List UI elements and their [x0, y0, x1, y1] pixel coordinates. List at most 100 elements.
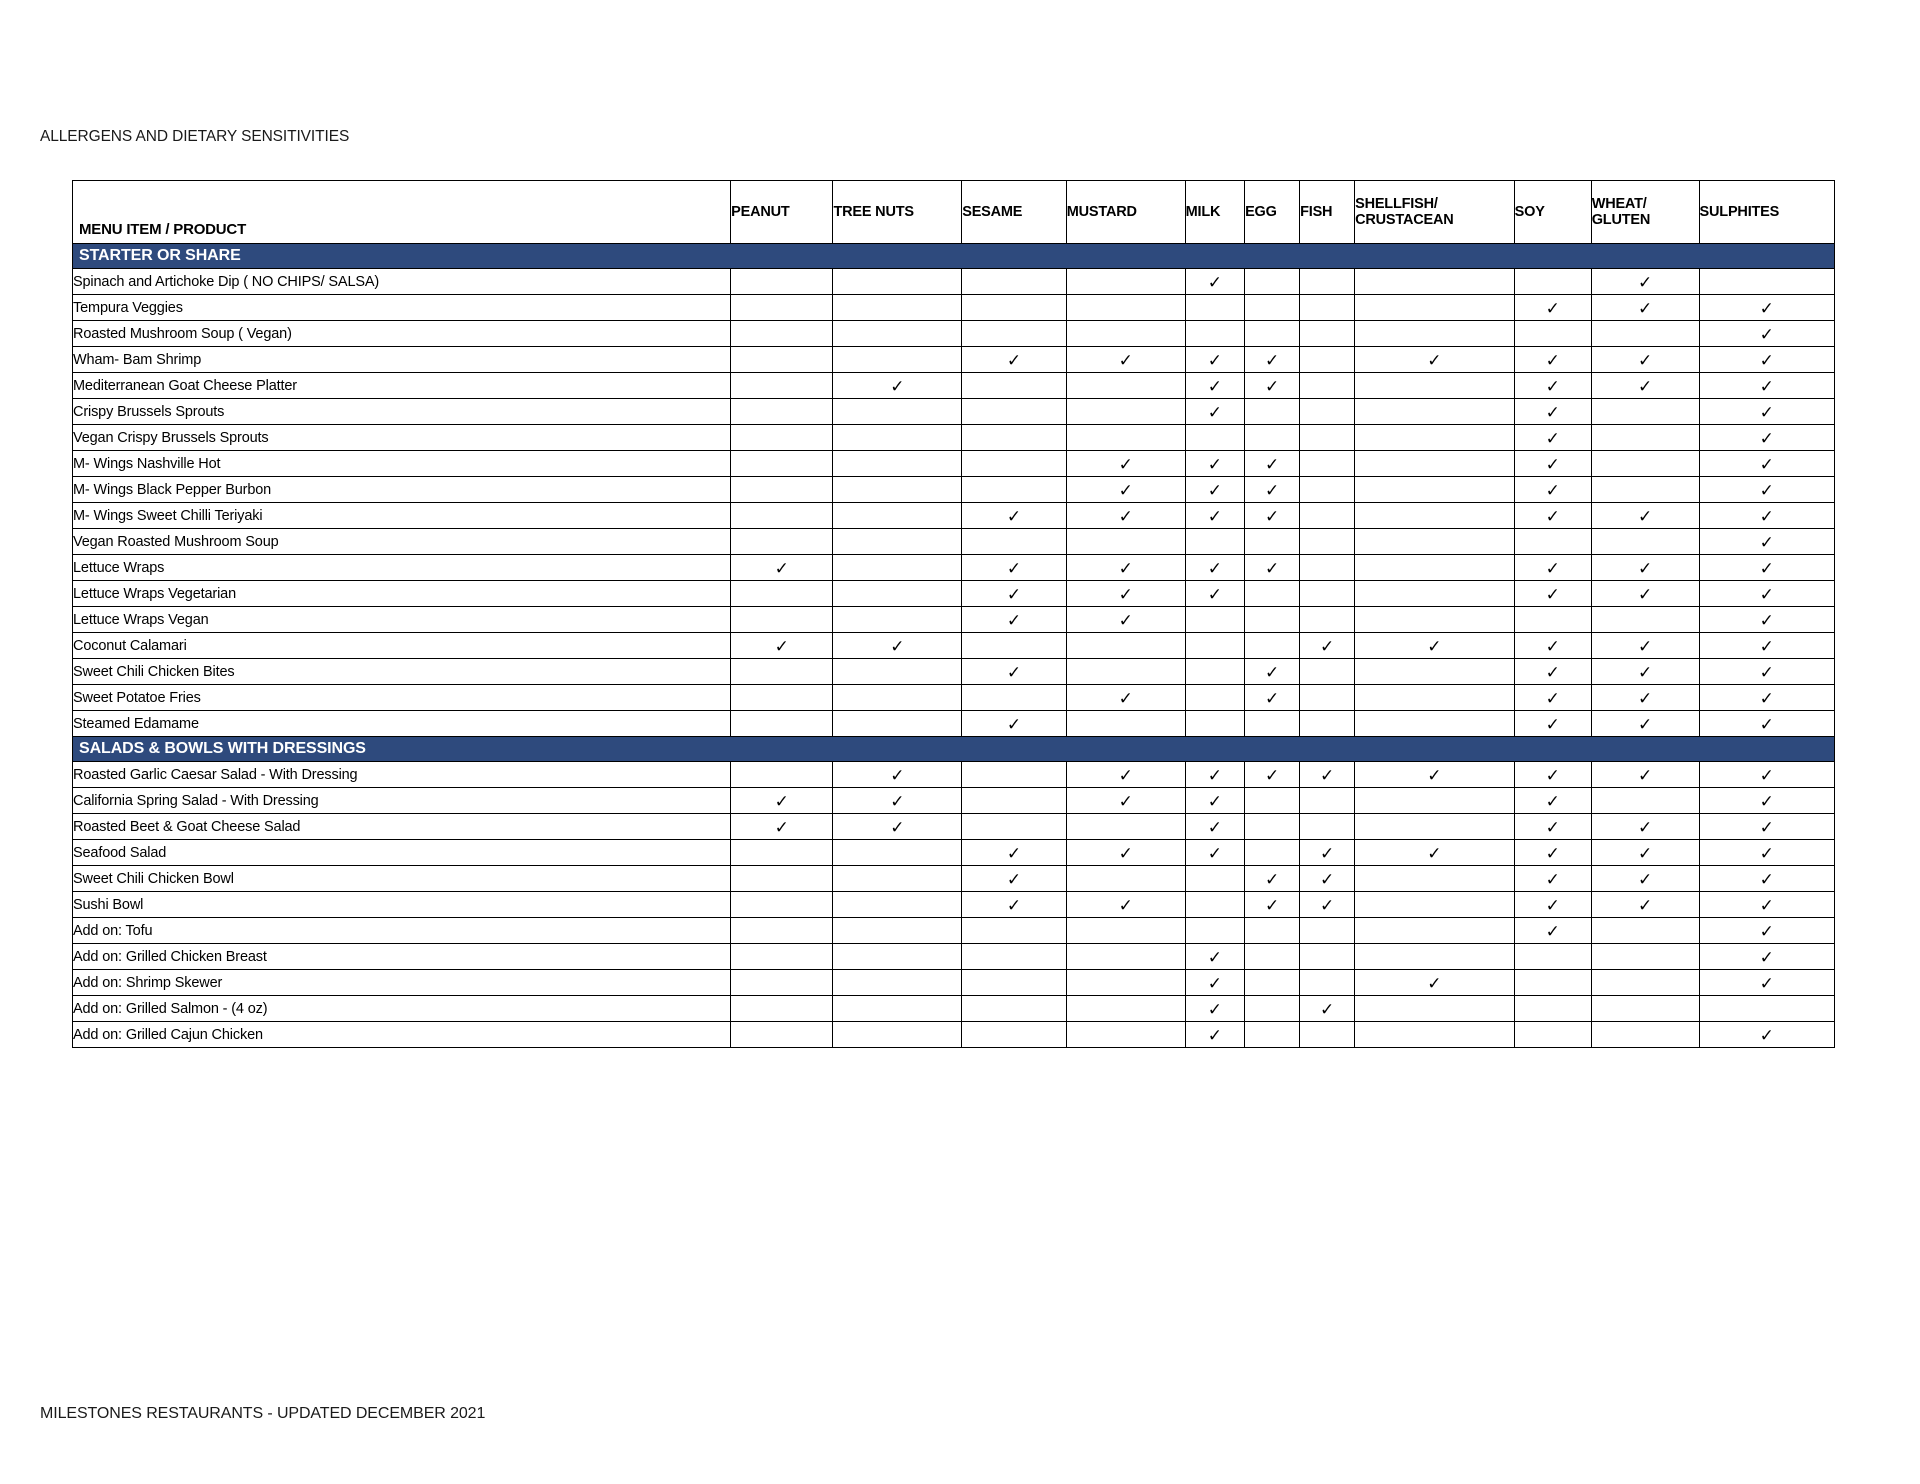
checkmark-icon: ✓: [1006, 843, 1022, 863]
column-header-line1: MUSTARD: [1066, 203, 1137, 220]
allergen-cell-sulphites: ✓: [1698, 839, 1836, 866]
checkmark-icon: ✓: [1759, 688, 1774, 708]
allergen-cell-milk: [1184, 865, 1246, 892]
allergen-cell-treenuts: [832, 502, 963, 529]
checkmark-icon: ✓: [1264, 376, 1280, 396]
allergen-cell-egg: ✓: [1244, 502, 1301, 529]
allergen-cell-fish: [1299, 917, 1356, 944]
allergen-cell-soy: [1513, 1021, 1592, 1048]
checkmark-icon: ✓: [1545, 843, 1560, 863]
table-row: Roasted Garlic Caesar Salad - With Dress…: [71, 761, 1836, 788]
allergen-cell-sesame: [961, 995, 1067, 1022]
allergen-cell-fish: [1299, 969, 1356, 996]
checkmark-icon: ✓: [1006, 610, 1022, 630]
allergen-cell-peanut: [730, 450, 834, 477]
allergen-cell-sulphites: ✓: [1698, 424, 1836, 451]
allergen-cell-fish: [1299, 424, 1356, 451]
allergen-cell-sulphites: ✓: [1698, 294, 1836, 321]
allergen-cell-egg: ✓: [1244, 372, 1301, 399]
allergen-cell-soy: [1513, 320, 1592, 347]
allergen-cell-mustard: [1065, 372, 1186, 399]
checkmark-icon: ✓: [1207, 791, 1222, 811]
allergen-cell-shellfish: [1354, 813, 1515, 840]
allergen-cell-treenuts: ✓: [832, 632, 963, 659]
checkmark-icon: ✓: [1545, 584, 1560, 604]
checkmark-icon: ✓: [1264, 506, 1280, 526]
allergen-cell-sesame: ✓: [961, 606, 1067, 633]
allergen-cell-sulphites: [1698, 268, 1836, 295]
checkmark-icon: ✓: [1759, 869, 1774, 889]
checkmark-icon: ✓: [1118, 765, 1133, 785]
table-row: Sweet Chili Chicken Bites ✓ ✓ ✓ ✓ ✓: [71, 658, 1836, 685]
checkmark-icon: ✓: [1006, 558, 1022, 578]
checkmark-icon: ✓: [1545, 636, 1560, 656]
column-header-line1: MILK: [1185, 203, 1221, 220]
allergen-cell-sulphites: ✓: [1698, 761, 1836, 788]
allergen-cell-shellfish: [1354, 917, 1515, 944]
checkmark-icon: ✓: [1545, 454, 1560, 474]
allergen-cell-wheat: [1590, 476, 1700, 503]
checkmark-icon: ✓: [1545, 714, 1560, 734]
menu-item-name: Roasted Mushroom Soup ( Vegan): [71, 320, 732, 347]
checkmark-icon: ✓: [1207, 454, 1222, 474]
allergen-table-container: MENU ITEM / PRODUCT PEANUT TREE NUTS SESAM…: [71, 180, 1836, 1048]
allergen-cell-milk: ✓: [1184, 969, 1246, 996]
checkmark-icon: ✓: [1118, 506, 1133, 526]
allergen-cell-mustard: [1065, 632, 1186, 659]
checkmark-icon: ✓: [1207, 350, 1222, 370]
allergen-cell-fish: [1299, 580, 1356, 607]
allergen-cell-soy: ✓: [1513, 813, 1592, 840]
menu-item-name: Add on: Shrimp Skewer: [71, 969, 732, 996]
column-header-fish: FISH: [1299, 180, 1356, 244]
allergen-cell-mustard: ✓: [1065, 684, 1186, 711]
allergen-cell-wheat: [1590, 320, 1700, 347]
checkmark-icon: ✓: [1759, 610, 1774, 630]
checkmark-icon: ✓: [1638, 350, 1653, 370]
allergen-cell-treenuts: [832, 528, 963, 555]
allergen-cell-peanut: [730, 528, 834, 555]
checkmark-icon: ✓: [1207, 1025, 1222, 1045]
checkmark-icon: ✓: [1319, 636, 1335, 656]
allergen-cell-mustard: [1065, 528, 1186, 555]
allergen-cell-wheat: ✓: [1590, 839, 1700, 866]
checkmark-icon: ✓: [1207, 402, 1222, 422]
menu-item-name: Lettuce Wraps: [71, 554, 732, 581]
checkmark-icon: ✓: [1545, 298, 1560, 318]
table-row: Sweet Potatoe Fries ✓ ✓ ✓ ✓ ✓: [71, 684, 1836, 711]
table-row: Seafood Salad ✓ ✓ ✓ ✓ ✓ ✓ ✓ ✓: [71, 839, 1836, 866]
allergen-cell-mustard: ✓: [1065, 761, 1186, 788]
table-row: Lettuce Wraps ✓ ✓ ✓ ✓ ✓ ✓ ✓ ✓: [71, 554, 1836, 581]
checkmark-icon: ✓: [1759, 376, 1774, 396]
allergen-cell-shellfish: [1354, 372, 1515, 399]
allergen-cell-wheat: [1590, 917, 1700, 944]
allergen-cell-peanut: [730, 865, 834, 892]
allergen-cell-treenuts: ✓: [832, 372, 963, 399]
table-row: Vegan Roasted Mushroom Soup ✓: [71, 528, 1836, 555]
allergen-cell-egg: ✓: [1244, 476, 1301, 503]
checkmark-icon: ✓: [1207, 765, 1222, 785]
allergen-cell-peanut: [730, 476, 834, 503]
allergen-cell-fish: [1299, 528, 1356, 555]
allergen-cell-milk: ✓: [1184, 580, 1246, 607]
menu-item-name: Crispy Brussels Sprouts: [71, 398, 732, 425]
allergen-cell-wheat: ✓: [1590, 761, 1700, 788]
table-row: M- Wings Black Pepper Burbon ✓ ✓ ✓ ✓ ✓: [71, 476, 1836, 503]
section-header-row: STARTER OR SHARE: [72, 243, 1835, 269]
allergen-cell-peanut: [730, 891, 834, 918]
allergen-cell-shellfish: ✓: [1354, 969, 1515, 996]
checkmark-icon: ✓: [1006, 714, 1022, 734]
allergen-cell-milk: ✓: [1184, 995, 1246, 1022]
allergen-cell-sesame: [961, 476, 1067, 503]
allergen-cell-soy: [1513, 943, 1592, 970]
checkmark-icon: ✓: [1264, 765, 1280, 785]
allergen-cell-milk: [1184, 320, 1246, 347]
allergen-cell-sulphites: ✓: [1698, 943, 1836, 970]
table-row: Coconut Calamari ✓ ✓ ✓ ✓ ✓ ✓ ✓: [71, 632, 1836, 659]
allergen-cell-egg: ✓: [1244, 554, 1301, 581]
checkmark-icon: ✓: [1006, 895, 1022, 915]
checkmark-icon: ✓: [1006, 662, 1022, 682]
checkmark-icon: ✓: [1638, 765, 1653, 785]
table-row: Spinach and Artichoke Dip ( NO CHIPS/ SA…: [71, 268, 1836, 295]
checkmark-icon: ✓: [1759, 454, 1774, 474]
allergen-cell-egg: [1244, 268, 1301, 295]
